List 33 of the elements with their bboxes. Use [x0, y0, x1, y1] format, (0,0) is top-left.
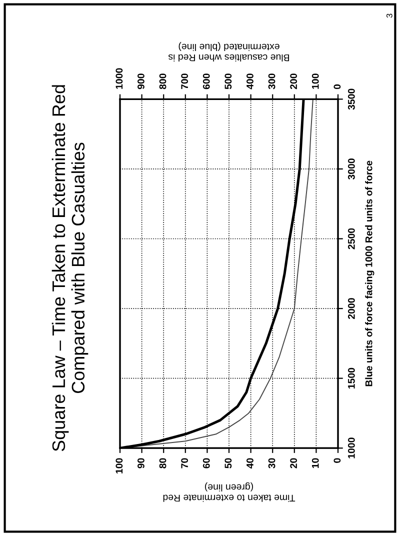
x-tick-label: 50: [224, 458, 232, 468]
y-tick-label: 2500: [348, 228, 355, 250]
x2-tick-label: 700: [181, 74, 188, 90]
x-tick-label: 100: [116, 458, 123, 474]
x-tick-label: 20: [290, 458, 298, 468]
x-tick-label: 0: [334, 458, 341, 463]
x-tick-label: 90: [138, 458, 144, 468]
x2-tick-label: 200: [290, 74, 298, 90]
text: Square Law – Time Taken to Exterminate Red Compared with Blue Casualties: [52, 85, 88, 452]
x2-tick-label: 0: [334, 84, 341, 90]
x-tick-label: 10: [312, 458, 319, 468]
x2-tick-label: 600: [202, 74, 210, 90]
y-tick-label: 3500: [348, 88, 355, 110]
y-tick-label: 2000: [348, 298, 355, 319]
x-tick-label: 30: [268, 458, 276, 468]
x2-tick-label: 800: [159, 74, 166, 90]
x-tick-label: 80: [159, 458, 166, 468]
x-tick-label: 40: [246, 458, 254, 468]
x2-tick-label: 300: [268, 74, 276, 90]
y-axis-title: Blue units of force facing 1000 Red units of force: [365, 160, 374, 386]
x-tick-label: 70: [181, 458, 188, 468]
x2-tick-label: 500: [224, 74, 232, 90]
x2-tick-label: 900: [138, 74, 144, 90]
x2-tick-label: 400: [246, 74, 254, 90]
x2-tick-label: 1000: [116, 68, 123, 89]
x2-tick-label: 100: [312, 74, 319, 89]
x2-axis-title: Blue casualties when Red is exterminated (blue line): [168, 42, 289, 62]
y-tick-label: 1500: [348, 368, 355, 389]
y-tick-label: 1000: [348, 438, 355, 458]
text: 3: [386, 14, 392, 18]
y-tick-label: 3000: [348, 158, 355, 180]
x-axis-title: Time taken to exterminate Red (green line): [163, 482, 296, 502]
x-tick-label: 60: [202, 458, 210, 468]
